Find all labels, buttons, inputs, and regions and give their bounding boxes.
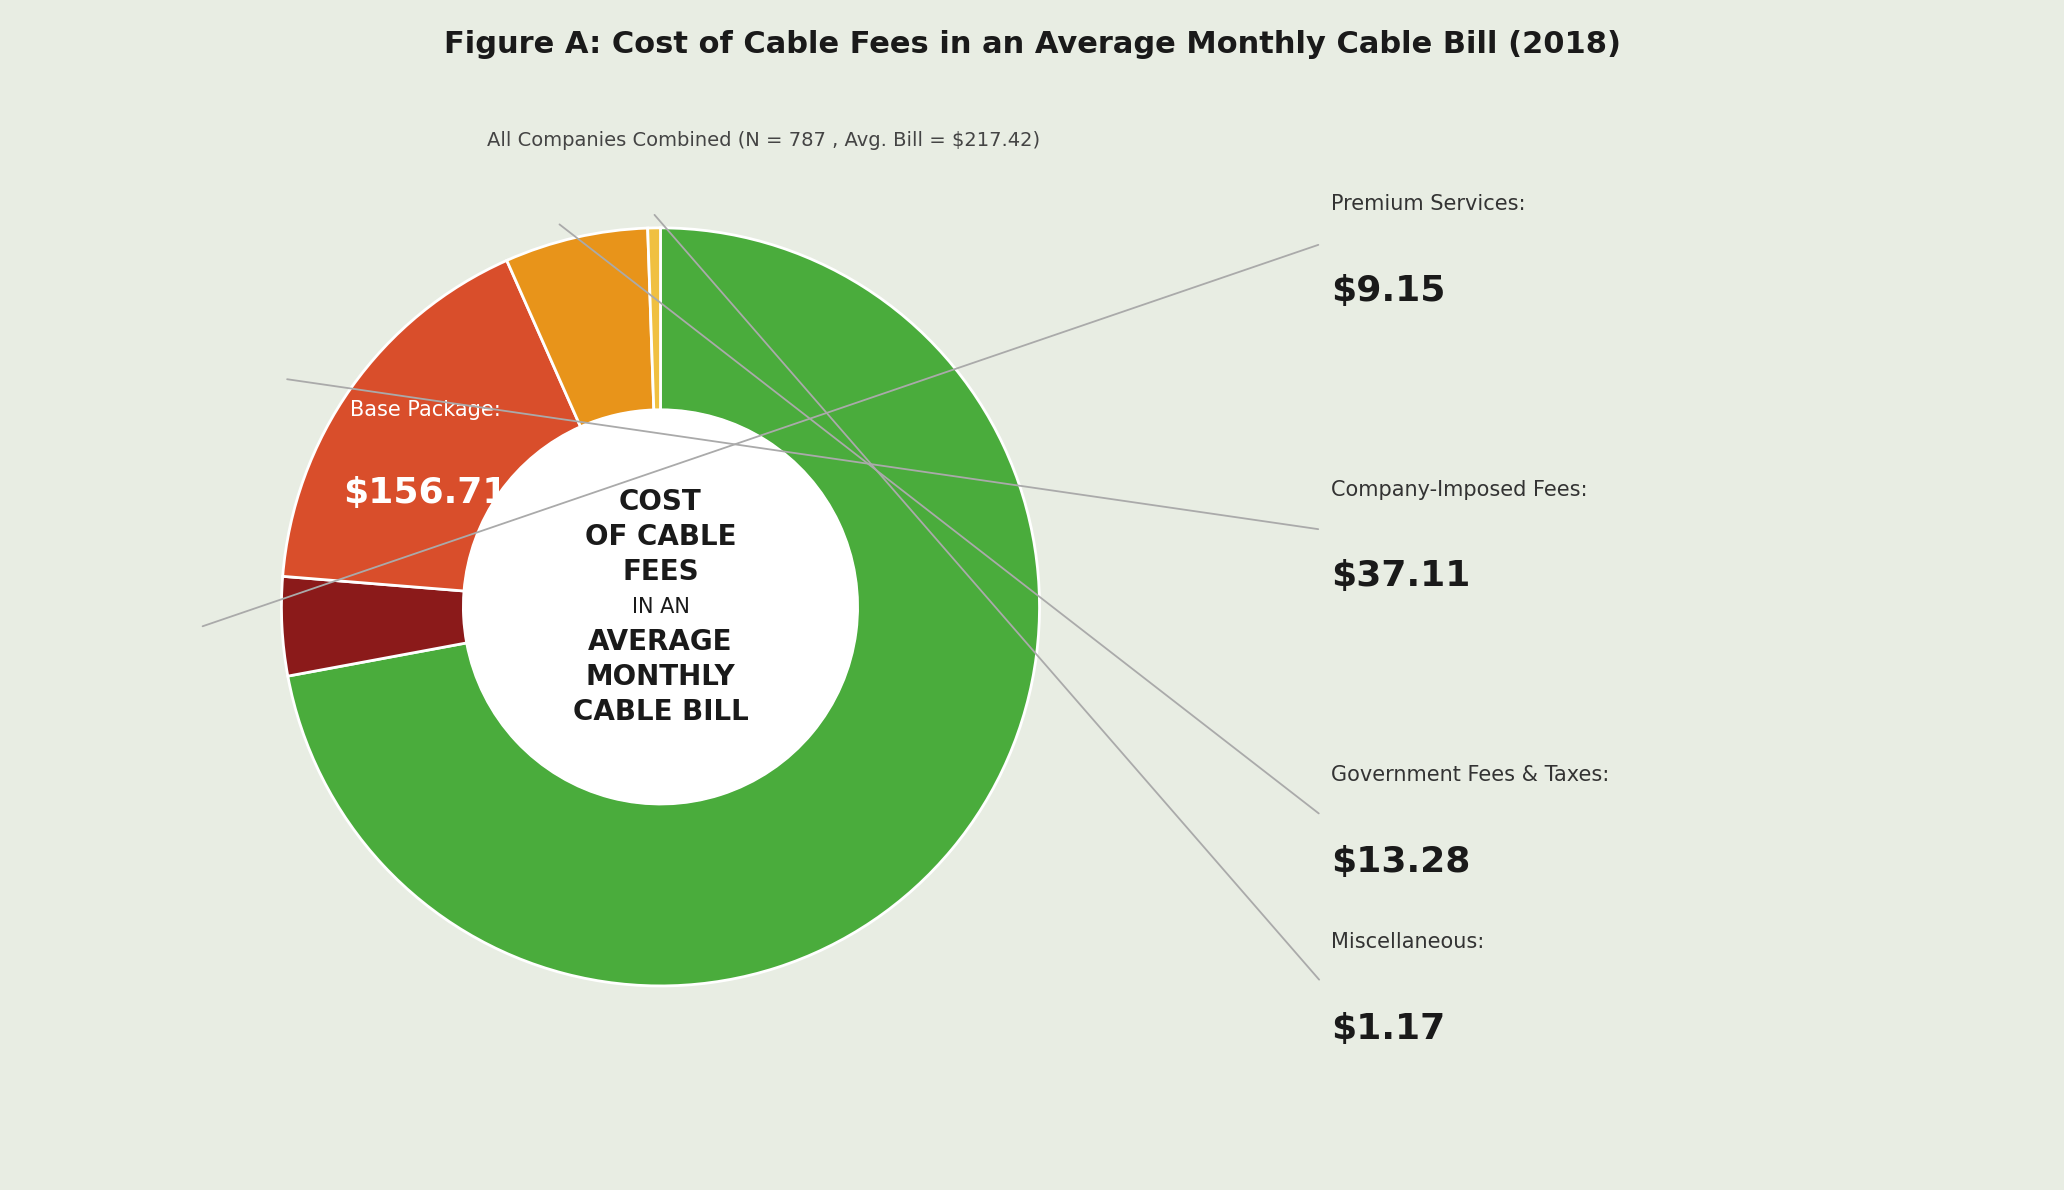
Text: $156.71: $156.71 <box>343 476 508 511</box>
Circle shape <box>464 409 857 804</box>
Text: MONTHLY: MONTHLY <box>586 663 735 690</box>
Text: Company-Imposed Fees:: Company-Imposed Fees: <box>1331 480 1587 500</box>
Text: Premium Services:: Premium Services: <box>1331 194 1525 214</box>
Text: $9.15: $9.15 <box>1331 274 1445 308</box>
Wedge shape <box>508 228 654 427</box>
Text: $37.11: $37.11 <box>1331 559 1472 594</box>
Text: OF CABLE: OF CABLE <box>584 524 737 551</box>
Text: Government Fees & Taxes:: Government Fees & Taxes: <box>1331 765 1610 785</box>
Text: Miscellaneous:: Miscellaneous: <box>1331 932 1484 952</box>
Wedge shape <box>281 576 466 676</box>
Text: $1.17: $1.17 <box>1331 1012 1445 1046</box>
Wedge shape <box>283 261 580 591</box>
Wedge shape <box>287 227 1040 987</box>
Text: IN AN: IN AN <box>632 597 689 616</box>
Text: All Companies Combined (N = 787 , Avg. Bill = $217.42): All Companies Combined (N = 787 , Avg. B… <box>487 131 1040 150</box>
Text: Figure A: Cost of Cable Fees in an Average Monthly Cable Bill (2018): Figure A: Cost of Cable Fees in an Avera… <box>444 30 1620 58</box>
Text: FEES: FEES <box>621 558 700 585</box>
Text: AVERAGE: AVERAGE <box>588 628 733 656</box>
Wedge shape <box>648 227 660 409</box>
Text: $13.28: $13.28 <box>1331 845 1472 879</box>
Text: Base Package:: Base Package: <box>351 400 502 420</box>
Text: COST: COST <box>619 488 702 516</box>
Text: CABLE BILL: CABLE BILL <box>572 697 749 726</box>
